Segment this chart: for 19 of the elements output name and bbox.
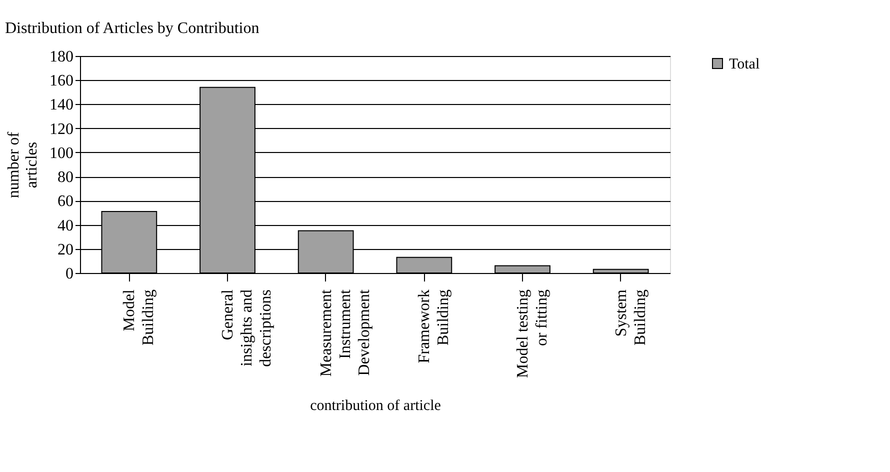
x-axis-title: contribution of article bbox=[310, 398, 442, 414]
y-tick-label: 100 bbox=[50, 144, 74, 162]
y-tick-label: 60 bbox=[58, 193, 74, 210]
y-tick-label: 120 bbox=[50, 120, 74, 138]
y-tick-label: 140 bbox=[50, 96, 74, 114]
x-tick-label: General insights and descriptions bbox=[220, 288, 274, 367]
x-tick-label: Framework Building bbox=[416, 290, 452, 364]
legend-label: Total bbox=[729, 56, 760, 72]
y-tick-label: 20 bbox=[58, 241, 74, 258]
y-tick-label: 0 bbox=[66, 266, 74, 282]
x-tick-label: Model testing or fitting bbox=[514, 290, 550, 378]
y-axis-title: number of articles bbox=[6, 131, 40, 198]
x-tick-label: System Building bbox=[612, 288, 649, 346]
chart-title: Distribution of Articles by Contribution bbox=[5, 20, 260, 37]
y-tick-label: 180 bbox=[50, 48, 74, 66]
y-tick-label: 40 bbox=[58, 217, 74, 234]
y-tick-label: 80 bbox=[58, 169, 74, 186]
x-tick-label: Model Building bbox=[121, 288, 158, 346]
y-tick-label: 160 bbox=[50, 72, 74, 90]
